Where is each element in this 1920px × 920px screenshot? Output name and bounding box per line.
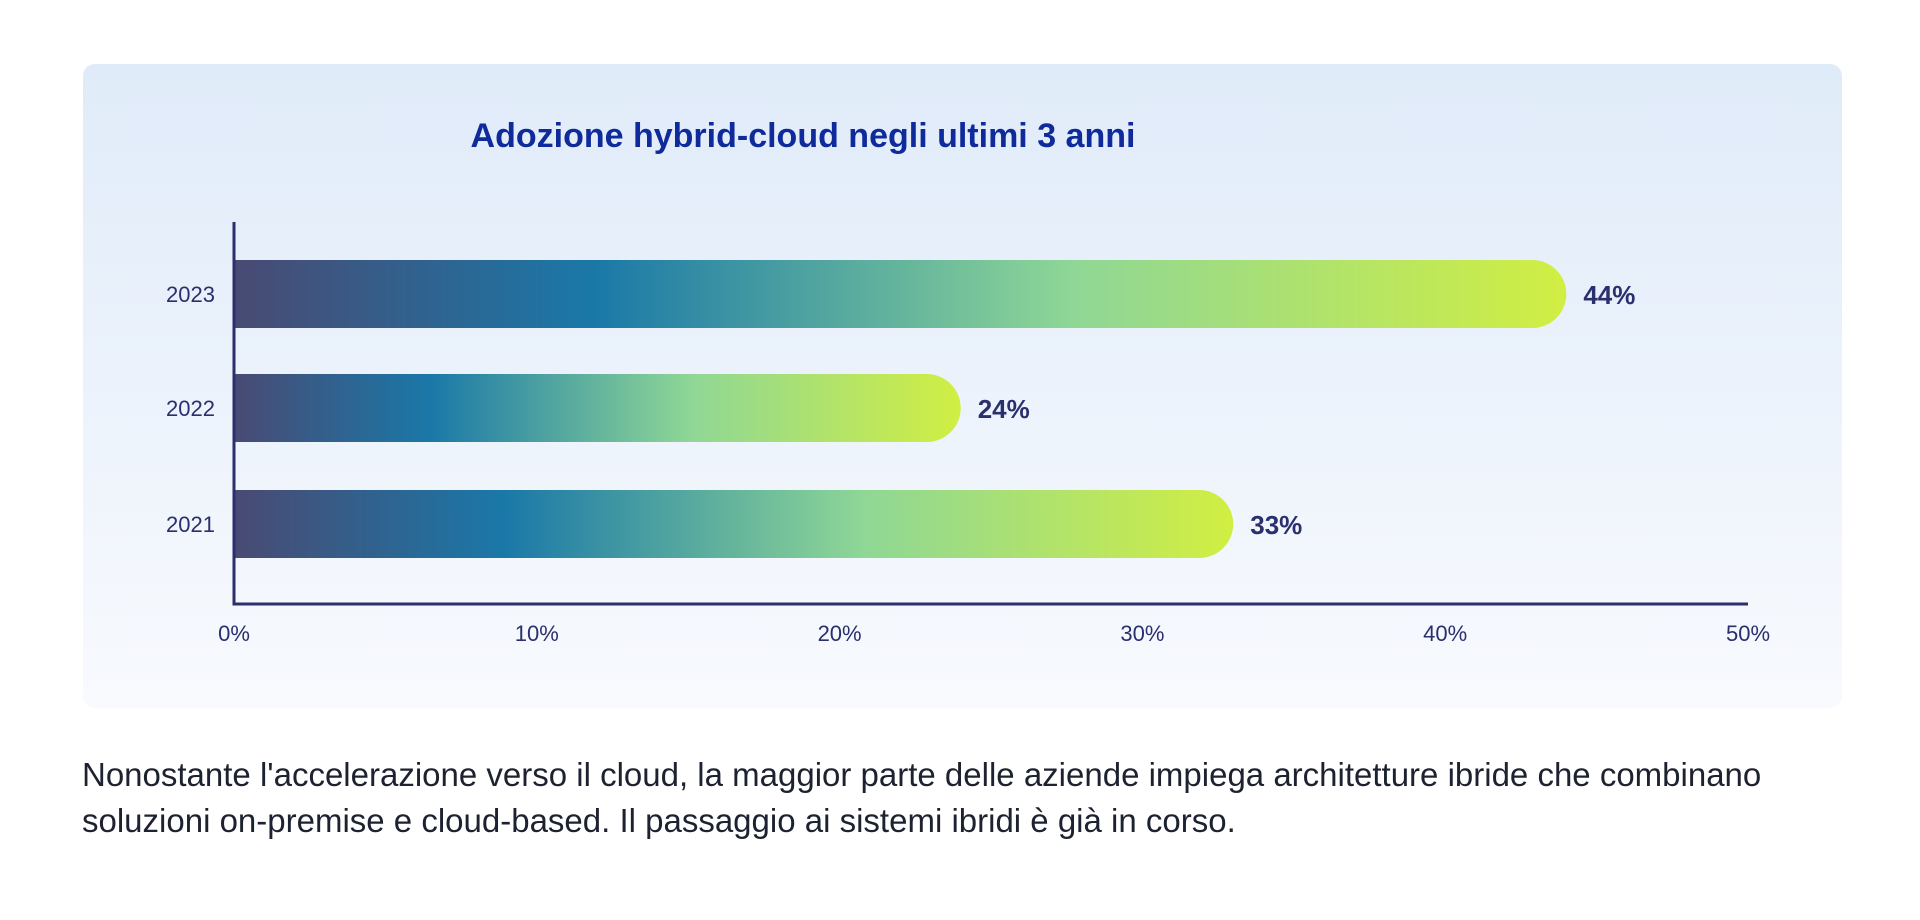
chart-card: Adozione hybrid-cloud negli ultimi 3 ann… <box>83 64 1842 708</box>
bar-2021 <box>234 490 1234 558</box>
category-label: 2023 <box>166 282 215 307</box>
x-tick-label: 10% <box>515 621 559 646</box>
category-label: 2022 <box>166 396 215 421</box>
x-tick-label: 50% <box>1726 621 1770 646</box>
category-label: 2021 <box>166 512 215 537</box>
bar-value-label: 24% <box>978 394 1030 424</box>
x-tick-label: 20% <box>818 621 862 646</box>
caption-text: Nonostante l'accelerazione verso il clou… <box>82 756 1762 839</box>
bar-value-label: 33% <box>1250 510 1302 540</box>
x-tick-label: 40% <box>1423 621 1467 646</box>
x-tick-label: 0% <box>218 621 250 646</box>
chart-title: Adozione hybrid-cloud negli ultimi 3 ann… <box>471 117 1136 155</box>
bar-value-label: 44% <box>1583 280 1635 310</box>
bar-chart: Adozione hybrid-cloud negli ultimi 3 ann… <box>166 117 1770 646</box>
x-tick-label: 30% <box>1120 621 1164 646</box>
bar-2022 <box>234 374 961 442</box>
bar-2023 <box>234 260 1567 328</box>
